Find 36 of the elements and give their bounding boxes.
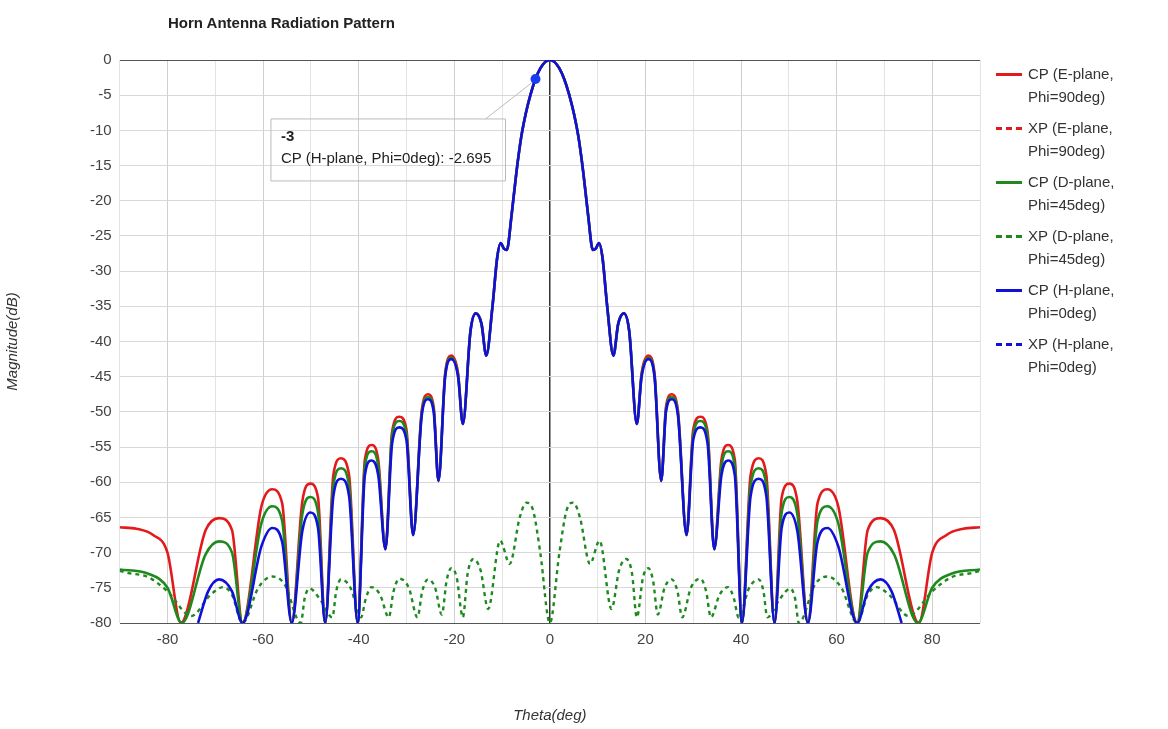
legend-label: CP (D-plane, Phi=45deg) bbox=[1028, 172, 1116, 215]
legend-label: XP (D-plane, Phi=45deg) bbox=[1028, 226, 1115, 269]
y-tick-label: -45 bbox=[89, 366, 112, 384]
legend-label: XP (H-plane, Phi=0deg) bbox=[1028, 334, 1115, 377]
legend-label: XP (E-plane, Phi=90deg) bbox=[1028, 118, 1114, 161]
y-tick-label: -60 bbox=[89, 472, 112, 490]
x-tick-label: 20 bbox=[637, 630, 654, 648]
chart-title: Horn Antenna Radiation Pattern bbox=[168, 14, 395, 31]
y-tick-label: -50 bbox=[89, 402, 112, 420]
y-tick-label: -30 bbox=[89, 261, 112, 279]
x-tick-label: -20 bbox=[443, 630, 466, 648]
x-tick-label: 0 bbox=[545, 630, 555, 648]
y-tick-label: -15 bbox=[89, 155, 112, 173]
y-tick-label: -5 bbox=[98, 85, 112, 103]
y-tick-label: -80 bbox=[89, 613, 112, 631]
y-tick-label: -55 bbox=[89, 437, 112, 455]
y-tick-label: -10 bbox=[89, 120, 112, 138]
x-axis-title: Theta(deg) bbox=[513, 706, 587, 724]
y-tick-label: -25 bbox=[89, 226, 112, 244]
y-tick-label: -35 bbox=[89, 296, 112, 314]
annotation: -3 CP (H-plane, Phi=0deg): -2.695 bbox=[280, 126, 492, 166]
x-tick-label: -60 bbox=[252, 630, 274, 648]
x-tick-label: -40 bbox=[347, 630, 370, 648]
x-tick-label: -80 bbox=[156, 630, 179, 648]
legend-label: CP (E-plane, Phi=90deg) bbox=[1028, 64, 1115, 107]
y-axis-title: Magnitude(dB) bbox=[3, 292, 21, 391]
x-tick-label: 40 bbox=[732, 630, 750, 648]
y-tick-label: -65 bbox=[89, 507, 112, 525]
x-tick-label: 80 bbox=[923, 630, 941, 648]
y-tick-label: -40 bbox=[89, 331, 112, 349]
y-tick-label: -75 bbox=[89, 577, 112, 595]
y-tick-label: -70 bbox=[89, 542, 112, 560]
y-tick-label: 0 bbox=[103, 50, 112, 68]
legend-label: CP (H-plane, Phi=0deg) bbox=[1028, 280, 1116, 323]
x-tick-label: 60 bbox=[828, 630, 845, 648]
y-tick-label: -20 bbox=[89, 190, 112, 208]
